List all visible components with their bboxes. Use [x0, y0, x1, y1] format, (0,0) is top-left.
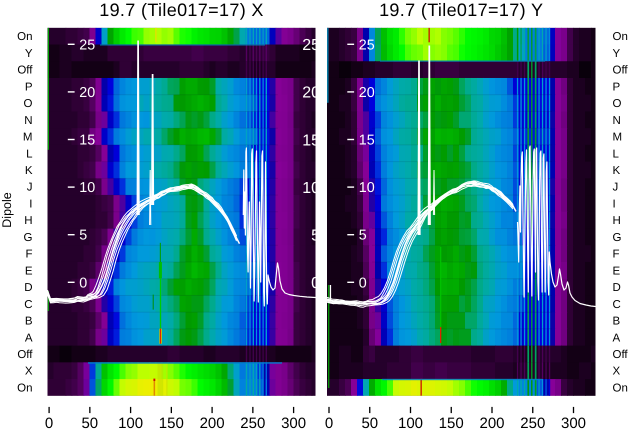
svg-text:19.7 (Tile017=17) Y: 19.7 (Tile017=17) Y [379, 0, 543, 20]
svg-text:J: J [27, 182, 33, 194]
svg-text:A: A [613, 332, 621, 344]
svg-text:D: D [24, 282, 32, 294]
svg-text:B: B [613, 316, 621, 328]
svg-text:E: E [25, 265, 33, 277]
svg-text:L: L [26, 148, 33, 160]
svg-text:M: M [613, 132, 623, 144]
svg-text:250: 250 [520, 415, 545, 432]
svg-text:0: 0 [325, 415, 333, 432]
svg-text:C: C [613, 299, 621, 311]
svg-text:P: P [613, 81, 621, 93]
svg-text:20: 20 [302, 85, 320, 102]
svg-text:0: 0 [359, 275, 367, 291]
svg-text:On: On [17, 31, 32, 43]
svg-text:10: 10 [79, 180, 95, 196]
svg-text:10: 10 [302, 180, 320, 197]
svg-text:300: 300 [281, 415, 306, 432]
svg-text:15: 15 [79, 133, 95, 149]
svg-text:K: K [613, 165, 621, 177]
svg-text:I: I [29, 198, 32, 210]
svg-text:100: 100 [118, 415, 143, 432]
svg-text:C: C [24, 299, 32, 311]
svg-text:D: D [613, 282, 621, 294]
svg-text:X: X [25, 366, 33, 378]
svg-text:X: X [613, 366, 621, 378]
svg-text:250: 250 [240, 415, 265, 432]
svg-text:Dipole: Dipole [0, 192, 14, 227]
svg-text:Off: Off [17, 349, 33, 361]
svg-text:200: 200 [200, 415, 225, 432]
svg-text:150: 150 [439, 415, 464, 432]
svg-text:P: P [25, 81, 33, 93]
svg-text:5: 5 [359, 228, 367, 244]
svg-text:15: 15 [302, 132, 320, 149]
svg-text:50: 50 [81, 415, 98, 432]
svg-text:O: O [24, 98, 33, 110]
svg-text:Off: Off [613, 65, 629, 77]
svg-text:0: 0 [311, 275, 320, 292]
svg-text:15: 15 [359, 133, 375, 149]
svg-text:A: A [25, 332, 33, 344]
svg-text:F: F [613, 249, 620, 261]
svg-text:10: 10 [359, 180, 375, 196]
svg-text:Y: Y [25, 48, 33, 60]
svg-text:25: 25 [302, 37, 320, 54]
svg-text:E: E [613, 265, 621, 277]
svg-text:100: 100 [398, 415, 423, 432]
svg-text:K: K [25, 165, 33, 177]
svg-text:150: 150 [159, 415, 184, 432]
svg-text:L: L [613, 148, 620, 160]
svg-text:0: 0 [45, 415, 53, 432]
svg-text:B: B [25, 316, 33, 328]
svg-text:25: 25 [359, 37, 375, 53]
svg-text:50: 50 [361, 415, 378, 432]
svg-text:19.7 (Tile017=17) X: 19.7 (Tile017=17) X [99, 0, 264, 20]
svg-text:H: H [613, 215, 621, 227]
svg-text:Off: Off [613, 349, 629, 361]
svg-text:F: F [25, 249, 32, 261]
svg-text:300: 300 [561, 415, 586, 432]
svg-text:N: N [613, 115, 621, 127]
svg-text:25: 25 [79, 37, 95, 53]
svg-text:5: 5 [79, 228, 87, 244]
svg-text:20: 20 [79, 85, 95, 101]
svg-text:G: G [24, 232, 33, 244]
svg-text:200: 200 [479, 415, 504, 432]
svg-text:Y: Y [613, 48, 621, 60]
svg-text:On: On [613, 382, 628, 394]
svg-text:H: H [24, 215, 32, 227]
svg-text:M: M [23, 132, 33, 144]
svg-text:On: On [17, 382, 32, 394]
svg-text:On: On [613, 31, 628, 43]
svg-text:G: G [613, 232, 622, 244]
svg-text:J: J [613, 182, 619, 194]
svg-text:0: 0 [79, 275, 87, 291]
svg-text:N: N [24, 115, 32, 127]
svg-text:Off: Off [17, 65, 33, 77]
svg-text:20: 20 [359, 85, 375, 101]
svg-text:I: I [613, 198, 616, 210]
svg-text:O: O [613, 98, 622, 110]
svg-text:5: 5 [311, 228, 320, 245]
